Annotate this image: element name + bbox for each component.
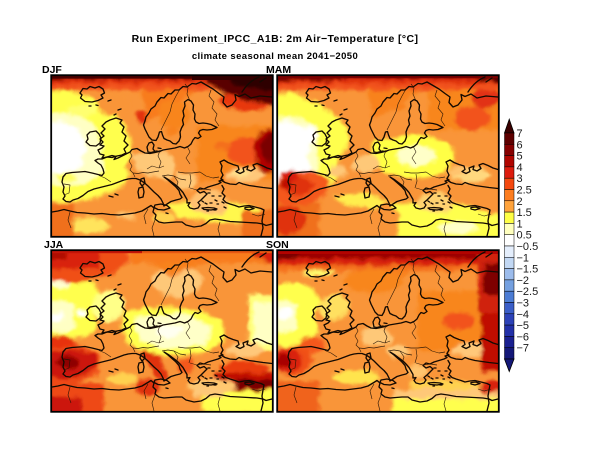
svg-text:−3: −3 [517,298,530,310]
svg-text:JJA: JJA [44,239,64,251]
svg-text:1.5: 1.5 [517,207,532,219]
svg-text:−7: −7 [517,343,530,355]
svg-text:1: 1 [517,218,523,230]
svg-text:6: 6 [517,139,523,151]
svg-text:−1.5: −1.5 [517,264,539,276]
svg-text:5: 5 [517,151,523,163]
svg-text:−4: −4 [517,309,530,321]
svg-text:2.5: 2.5 [517,185,532,197]
svg-text:0.5: 0.5 [517,230,532,242]
svg-text:MAM: MAM [266,64,291,76]
svg-text:DJF: DJF [42,64,62,76]
svg-text:−2.5: −2.5 [517,286,539,298]
svg-text:−1: −1 [517,252,530,264]
svg-text:Run Experiment_IPCC_A1B: 2m Ai: Run Experiment_IPCC_A1B: 2m Air−Temperat… [132,33,419,45]
svg-text:3: 3 [517,173,523,185]
svg-text:−6: −6 [517,331,530,343]
svg-text:7: 7 [517,128,523,140]
svg-text:SON: SON [266,239,289,251]
svg-text:climate seasonal mean 2041−205: climate seasonal mean 2041−2050 [192,51,358,62]
svg-text:4: 4 [517,162,523,174]
svg-text:2: 2 [517,196,523,208]
svg-text:−2: −2 [517,275,530,287]
svg-text:−0.5: −0.5 [517,241,539,253]
svg-text:−5: −5 [517,320,530,332]
